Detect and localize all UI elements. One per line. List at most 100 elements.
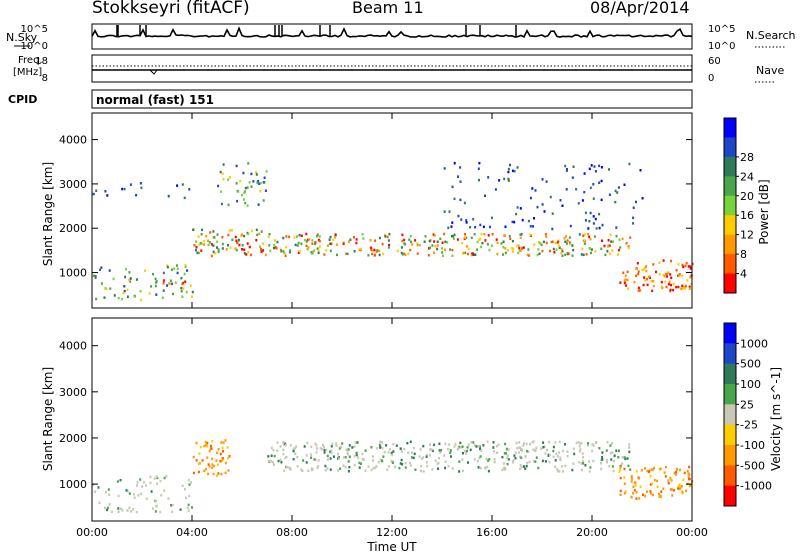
- range-cell: [615, 234, 618, 238]
- range-cell: [600, 247, 603, 250]
- range-cell: [562, 470, 564, 473]
- range-cell: [229, 246, 232, 249]
- range-cell: [414, 468, 417, 471]
- range-cell: [444, 442, 447, 446]
- range-cell: [224, 471, 227, 475]
- range-cell: [548, 440, 551, 444]
- range-cell: [288, 235, 291, 239]
- range-cell: [235, 182, 238, 185]
- range-cell: [247, 232, 250, 236]
- range-cell: [503, 177, 506, 181]
- range-cell: [356, 441, 359, 444]
- range-cell: [217, 250, 220, 254]
- range-cell: [521, 449, 523, 452]
- range-cell: [517, 244, 520, 247]
- range-cell: [165, 475, 168, 478]
- power-data-layer: [92, 161, 694, 302]
- range-cell: [346, 453, 349, 456]
- y-tick-label: 2000: [59, 222, 87, 235]
- range-cell: [627, 464, 630, 468]
- range-cell: [612, 240, 615, 243]
- range-cell: [579, 448, 582, 451]
- range-cell: [305, 454, 308, 457]
- range-cell: [443, 232, 446, 236]
- range-cell: [364, 469, 367, 472]
- range-cell: [387, 246, 390, 249]
- range-cell: [583, 233, 586, 236]
- range-cell: [504, 468, 507, 471]
- range-cell: [656, 485, 659, 489]
- range-cell: [378, 443, 381, 447]
- range-cell: [467, 461, 469, 464]
- range-cell: [632, 216, 635, 220]
- range-cell: [314, 442, 317, 445]
- range-cell: [677, 274, 680, 277]
- range-cell: [298, 249, 301, 253]
- range-cell: [687, 472, 690, 475]
- range-cell: [627, 245, 630, 248]
- range-cell: [507, 170, 510, 174]
- range-cell: [530, 196, 532, 200]
- x-tick-label: 16:00: [476, 526, 508, 539]
- range-cell: [222, 441, 225, 444]
- range-cell: [342, 464, 345, 467]
- nsearch-label: N.Search: [746, 29, 796, 42]
- range-cell: [353, 250, 356, 253]
- range-cell: [451, 254, 454, 257]
- range-cell: [155, 293, 158, 296]
- range-cell: [583, 242, 586, 245]
- range-cell: [236, 241, 239, 245]
- range-cell: [624, 457, 627, 461]
- range-cell: [431, 244, 434, 247]
- range-cell: [619, 476, 622, 480]
- range-cell: [662, 487, 665, 491]
- range-cell: [128, 492, 131, 495]
- range-cell: [514, 457, 517, 460]
- range-cell: [422, 470, 425, 473]
- range-cell: [558, 451, 561, 454]
- range-cell: [532, 448, 535, 452]
- range-cell: [658, 273, 661, 276]
- range-cell: [502, 246, 505, 249]
- range-cell: [381, 447, 384, 450]
- range-cell: [513, 454, 516, 457]
- range-cell: [585, 253, 588, 256]
- range-cell: [300, 234, 303, 237]
- range-cell: [169, 279, 172, 282]
- y-tick-label: 4000: [59, 134, 87, 147]
- range-cell: [300, 468, 303, 471]
- range-cell: [506, 447, 509, 451]
- range-cell: [686, 279, 689, 282]
- range-cell: [594, 250, 597, 253]
- range-cell: [355, 241, 358, 245]
- range-cell: [658, 261, 661, 264]
- beam-label: Beam 11: [352, 0, 424, 17]
- range-cell: [276, 449, 279, 453]
- range-cell: [591, 449, 594, 453]
- colorbar-swatch: [724, 156, 736, 177]
- range-cell: [516, 244, 519, 248]
- range-cell: [315, 451, 318, 454]
- range-cell: [449, 451, 452, 454]
- range-cell: [310, 456, 313, 459]
- range-cell: [487, 469, 490, 473]
- range-cell: [538, 240, 540, 244]
- range-cell: [370, 248, 373, 252]
- range-cell: [346, 451, 349, 454]
- range-cell: [434, 245, 437, 248]
- range-cell: [600, 166, 603, 169]
- range-cell: [670, 479, 673, 482]
- range-cell: [429, 448, 431, 451]
- range-cell: [294, 243, 297, 247]
- range-cell: [536, 253, 539, 257]
- range-cell: [370, 446, 373, 449]
- range-cell: [594, 441, 597, 445]
- range-cell: [318, 245, 321, 248]
- range-cell: [683, 471, 686, 475]
- range-cell: [554, 241, 557, 245]
- range-cell: [444, 466, 447, 470]
- range-cell: [516, 447, 519, 450]
- range-cell: [679, 468, 681, 472]
- range-cell: [372, 459, 374, 462]
- range-cell: [678, 483, 681, 486]
